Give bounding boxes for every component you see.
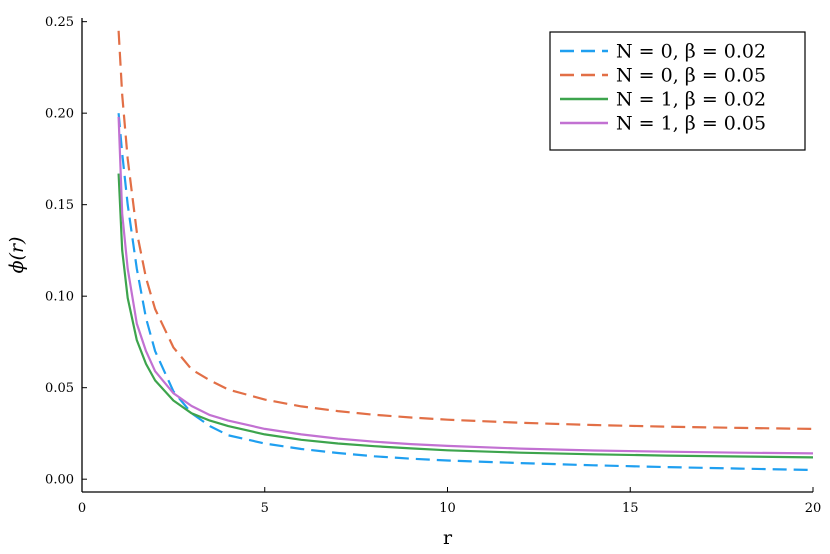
x-tick-label: 10 <box>439 501 456 516</box>
x-tick-label: 15 <box>622 501 639 516</box>
legend-label: N = 0, β = 0.02 <box>616 41 766 63</box>
y-tick-label: 0.20 <box>45 107 74 122</box>
y-tick-label: 0.10 <box>45 290 74 305</box>
x-axis-label: r <box>443 527 453 549</box>
x-tick-label: 0 <box>78 501 86 516</box>
y-tick-label: 0.15 <box>45 198 74 213</box>
series-line-2 <box>117 30 814 430</box>
series-line-1 <box>117 113 814 472</box>
plot-area <box>117 30 814 472</box>
legend: N = 0, β = 0.02N = 0, β = 0.05N = 1, β =… <box>549 31 806 151</box>
legend-label: N = 0, β = 0.05 <box>616 65 766 87</box>
series-line-4 <box>117 116 814 455</box>
x-tick-label: 20 <box>805 501 822 516</box>
y-tick-label: 0.25 <box>45 15 74 30</box>
series-line-3 <box>117 173 814 459</box>
y-axis-label: ϕ(r) <box>6 237 28 274</box>
tick-labels: 0 5 10 15 20 0.00 0.05 0.10 0.15 0.20 0.25 <box>45 15 821 516</box>
y-tick-label: 0.05 <box>45 381 74 396</box>
x-tick-label: 5 <box>261 501 269 516</box>
y-tick-label: 0.00 <box>45 473 74 488</box>
axes <box>81 18 814 493</box>
legend-label: N = 1, β = 0.05 <box>616 113 766 135</box>
legend-label: N = 1, β = 0.02 <box>616 89 766 111</box>
